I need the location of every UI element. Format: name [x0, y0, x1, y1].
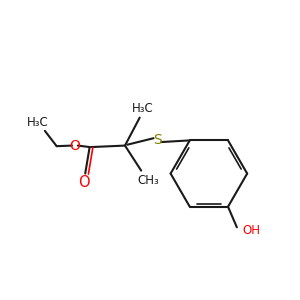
- Text: H₃C: H₃C: [132, 102, 154, 115]
- Text: S: S: [153, 133, 162, 147]
- Text: H₃C: H₃C: [27, 116, 48, 129]
- Text: CH₃: CH₃: [137, 173, 159, 187]
- Text: O: O: [70, 139, 80, 153]
- Text: O: O: [78, 175, 90, 190]
- Text: OH: OH: [243, 224, 261, 237]
